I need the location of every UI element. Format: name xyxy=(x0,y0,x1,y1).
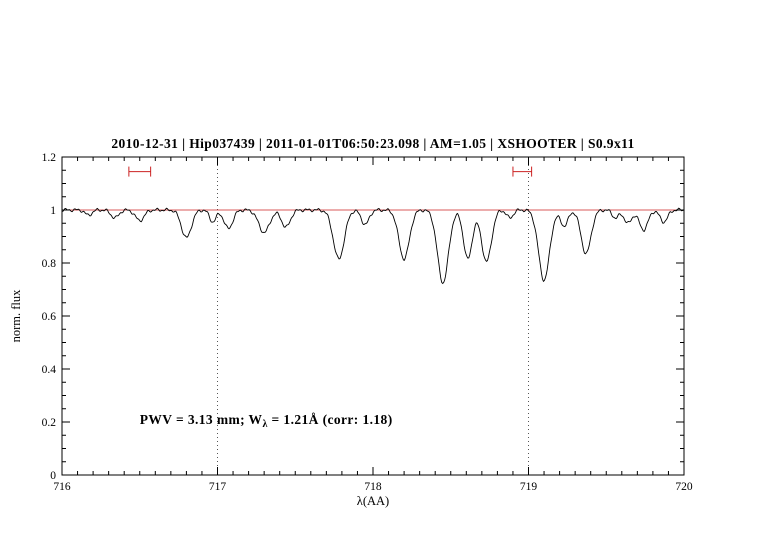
pwv-annotation: PWV = 3.13 mm; Wλ = 1.21Å (corr: 1.18) xyxy=(140,412,393,430)
svg-text:0.2: 0.2 xyxy=(42,417,57,429)
svg-text:719: 719 xyxy=(520,481,538,493)
svg-text:717: 717 xyxy=(209,481,227,493)
chart-title: 2010-12-31 | Hip037439 | 2011-01-01T06:5… xyxy=(111,136,634,151)
axis-ticks xyxy=(61,156,685,476)
pwv-annotation-prefix: PWV = 3.13 mm; W xyxy=(140,412,263,427)
svg-text:716: 716 xyxy=(53,481,71,493)
pwv-annotation-sub: λ xyxy=(262,419,267,430)
plot-frame xyxy=(61,156,685,476)
region-markers xyxy=(128,166,533,177)
svg-text:0: 0 xyxy=(50,470,56,482)
pwv-annotation-suffix: = 1.21Å (corr: 1.18) xyxy=(268,412,393,427)
svg-text:1: 1 xyxy=(50,205,56,217)
svg-text:718: 718 xyxy=(364,481,382,493)
svg-text:0.8: 0.8 xyxy=(42,258,57,270)
x-axis-label: λ(AA) xyxy=(357,494,389,508)
svg-text:0.6: 0.6 xyxy=(42,311,57,323)
svg-text:1.2: 1.2 xyxy=(42,152,57,164)
spectrum-line xyxy=(61,207,684,285)
svg-text:720: 720 xyxy=(675,481,693,493)
axis-tick-labels: 716 717 718 719 720 0 0.2 0.4 0.6 0.8 1 1.2 xyxy=(42,152,693,493)
y-axis-label: norm. flux xyxy=(9,289,23,343)
svg-text:0.4: 0.4 xyxy=(42,364,57,376)
